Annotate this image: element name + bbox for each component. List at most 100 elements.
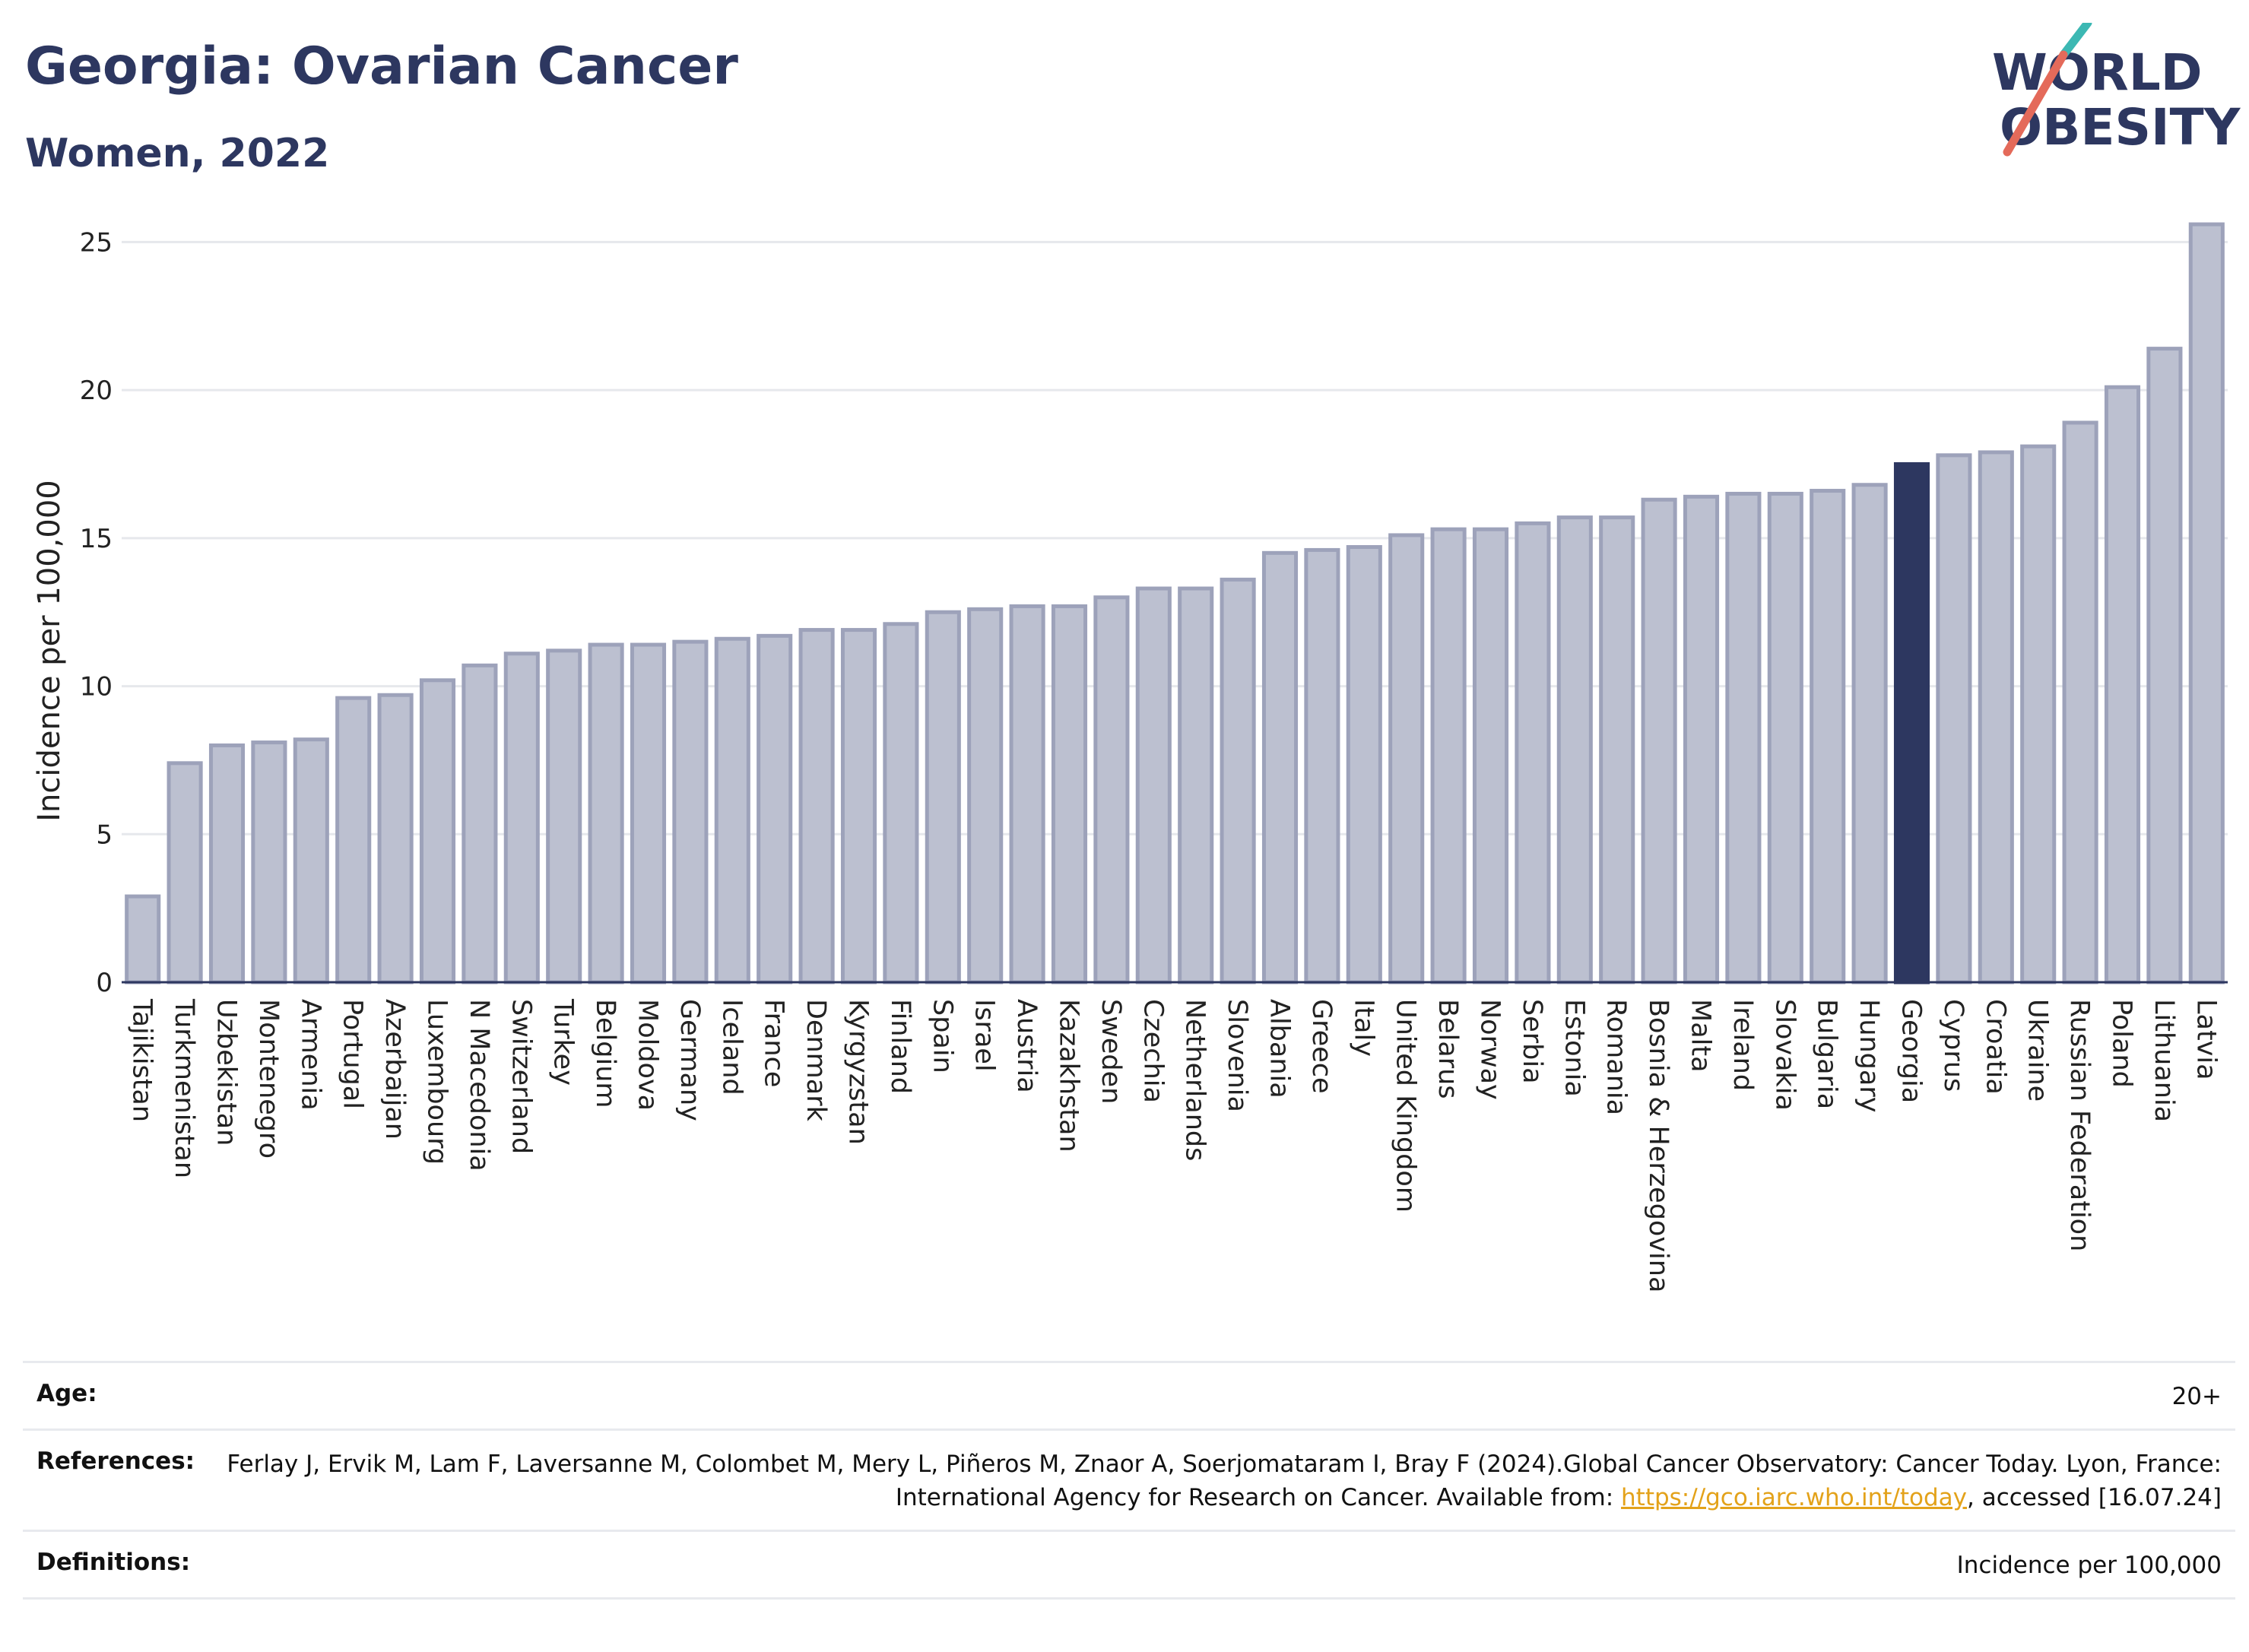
category-label: Greece: [1306, 999, 1337, 1094]
bar-uzbekistan: [208, 743, 246, 985]
bar-iceland: [714, 636, 750, 985]
info-row-references: References: Ferlay J, Ervik M, Lam F, La…: [23, 1428, 2235, 1530]
category-label: Austria: [1011, 999, 1042, 1093]
logo-line-1: WORLD: [1992, 43, 2203, 102]
category-label: Bulgaria: [1812, 999, 1842, 1109]
category-label: Azerbaijan: [379, 999, 410, 1140]
bar-russian-federation: [2062, 420, 2098, 985]
bar-lithuania: [2146, 347, 2183, 985]
category-label: Albania: [1264, 999, 1295, 1099]
category-label: Uzbekistan: [211, 999, 242, 1146]
references-text-1: Ferlay J, Ervik M, Lam F, Laversanne M, …: [227, 1451, 2222, 1511]
category-label: Belgium: [590, 999, 620, 1108]
logo-line-2: OBESITY: [2000, 98, 2241, 157]
bar-bulgaria: [1810, 489, 1846, 985]
bar-czechia: [1135, 586, 1172, 985]
category-label: Russian Federation: [2064, 999, 2095, 1251]
bar-armenia: [293, 737, 329, 985]
references-label: References:: [36, 1447, 195, 1475]
category-label: Ireland: [1727, 999, 1758, 1091]
bar-belgium: [588, 642, 624, 985]
category-label: Israel: [969, 999, 1000, 1072]
logo-slash-red: [2003, 50, 2068, 157]
y-tick-label: 25: [80, 227, 113, 258]
category-label: Croatia: [1980, 999, 2010, 1095]
category-label: Italy: [1348, 999, 1378, 1057]
bar-kyrgyzstan: [840, 628, 877, 985]
y-tick-labels: 0 5 10 15 20 25: [80, 227, 113, 998]
bar-slovenia: [1220, 577, 1256, 985]
bar-albania: [1261, 550, 1299, 985]
bar-finland: [883, 622, 919, 985]
bar-n-macedonia: [462, 663, 498, 985]
bar-croatia: [1978, 450, 2014, 985]
references-link[interactable]: https://gco.iarc.who.int/today: [1621, 1484, 1967, 1511]
bar-moldova: [630, 642, 667, 985]
y-axis-label: Incidence per 100,000: [32, 480, 67, 822]
category-label: Cyprus: [1938, 999, 1968, 1092]
category-label: Lithuania: [2149, 999, 2179, 1122]
category-labels: Tajikistan Turkmenistan Uzbekistan Monteneg…: [127, 998, 2222, 1292]
category-label: Czechia: [1137, 999, 1168, 1103]
category-label: Slovenia: [1222, 999, 1252, 1112]
world-obesity-logo: WORLD OBESITY: [1992, 23, 2241, 157]
bar-portugal: [335, 696, 372, 985]
chart-subtitle: Women, 2022: [25, 131, 330, 176]
bar-azerbaijan: [377, 693, 414, 985]
logo-slash-teal: [2059, 23, 2092, 59]
bar-germany: [672, 639, 709, 985]
bar-kazakhstan: [1051, 604, 1088, 985]
bar-france: [757, 633, 793, 985]
category-label: Finland: [885, 999, 915, 1094]
category-label: Switzerland: [506, 999, 536, 1154]
category-label: Slovakia: [1769, 999, 1800, 1111]
bar-chart: 0 5 10 15 20 25 Tajikistan Turkmenistan Uzbekis…: [32, 222, 2228, 1292]
bar-spain: [925, 610, 961, 985]
info-table: Age: 20+ References: Ferlay J, Ervik M, …: [23, 1361, 2235, 1600]
age-label: Age:: [36, 1380, 97, 1407]
category-label: Denmark: [801, 999, 831, 1122]
bar-switzerland: [503, 652, 540, 985]
category-label: Romania: [1601, 999, 1632, 1115]
bar-hungary: [1851, 483, 1888, 985]
category-label: Hungary: [1854, 999, 1884, 1112]
bar-poland: [2104, 385, 2141, 985]
references-text-2: , accessed [16.07.24]: [1966, 1484, 2222, 1511]
category-label: Serbia: [1517, 999, 1547, 1084]
category-label: Norway: [1475, 999, 1505, 1100]
bar-malta: [1683, 494, 1720, 985]
bar-cyprus: [1936, 453, 1972, 985]
category-label: Sweden: [1096, 999, 1126, 1104]
category-label: France: [759, 999, 789, 1087]
bar-austria: [1009, 604, 1045, 985]
bar-israel: [967, 607, 1004, 985]
category-label: Montenegro: [253, 999, 284, 1159]
category-label: Latvia: [2190, 999, 2221, 1080]
bar-belarus: [1430, 527, 1467, 985]
category-label: Spain: [927, 999, 957, 1073]
category-label: N Macedonia: [464, 999, 494, 1172]
category-label: Armenia: [295, 999, 325, 1111]
category-label: Ukraine: [2022, 999, 2053, 1102]
category-label: Georgia: [1896, 999, 1927, 1103]
y-tick-label: 0: [96, 968, 113, 998]
references-value: Ferlay J, Ervik M, Lam F, Laversanne M, …: [225, 1447, 2222, 1514]
bars: [125, 222, 2225, 985]
bar-estonia: [1556, 515, 1593, 985]
category-label: Estonia: [1559, 999, 1589, 1097]
bar-bosnia-herzegovina: [1641, 497, 1677, 985]
category-label: Portugal: [338, 999, 368, 1109]
info-row-definitions: Definitions: Incidence per 100,000: [23, 1530, 2235, 1600]
category-label: Iceland: [716, 999, 747, 1096]
category-label: Moldova: [633, 999, 663, 1111]
chart-title: Georgia: Ovarian Cancer: [25, 36, 738, 97]
bar-ukraine: [2020, 444, 2057, 985]
category-label: United Kingdom: [1391, 999, 1421, 1213]
category-label: Turkmenistan: [169, 998, 199, 1178]
bar-united-kingdom: [1388, 533, 1425, 985]
bar-denmark: [798, 628, 835, 985]
bar-ireland: [1725, 491, 1762, 985]
category-label: Luxembourg: [422, 999, 452, 1165]
category-label: Turkey: [548, 998, 579, 1086]
bar-romania: [1599, 515, 1635, 985]
